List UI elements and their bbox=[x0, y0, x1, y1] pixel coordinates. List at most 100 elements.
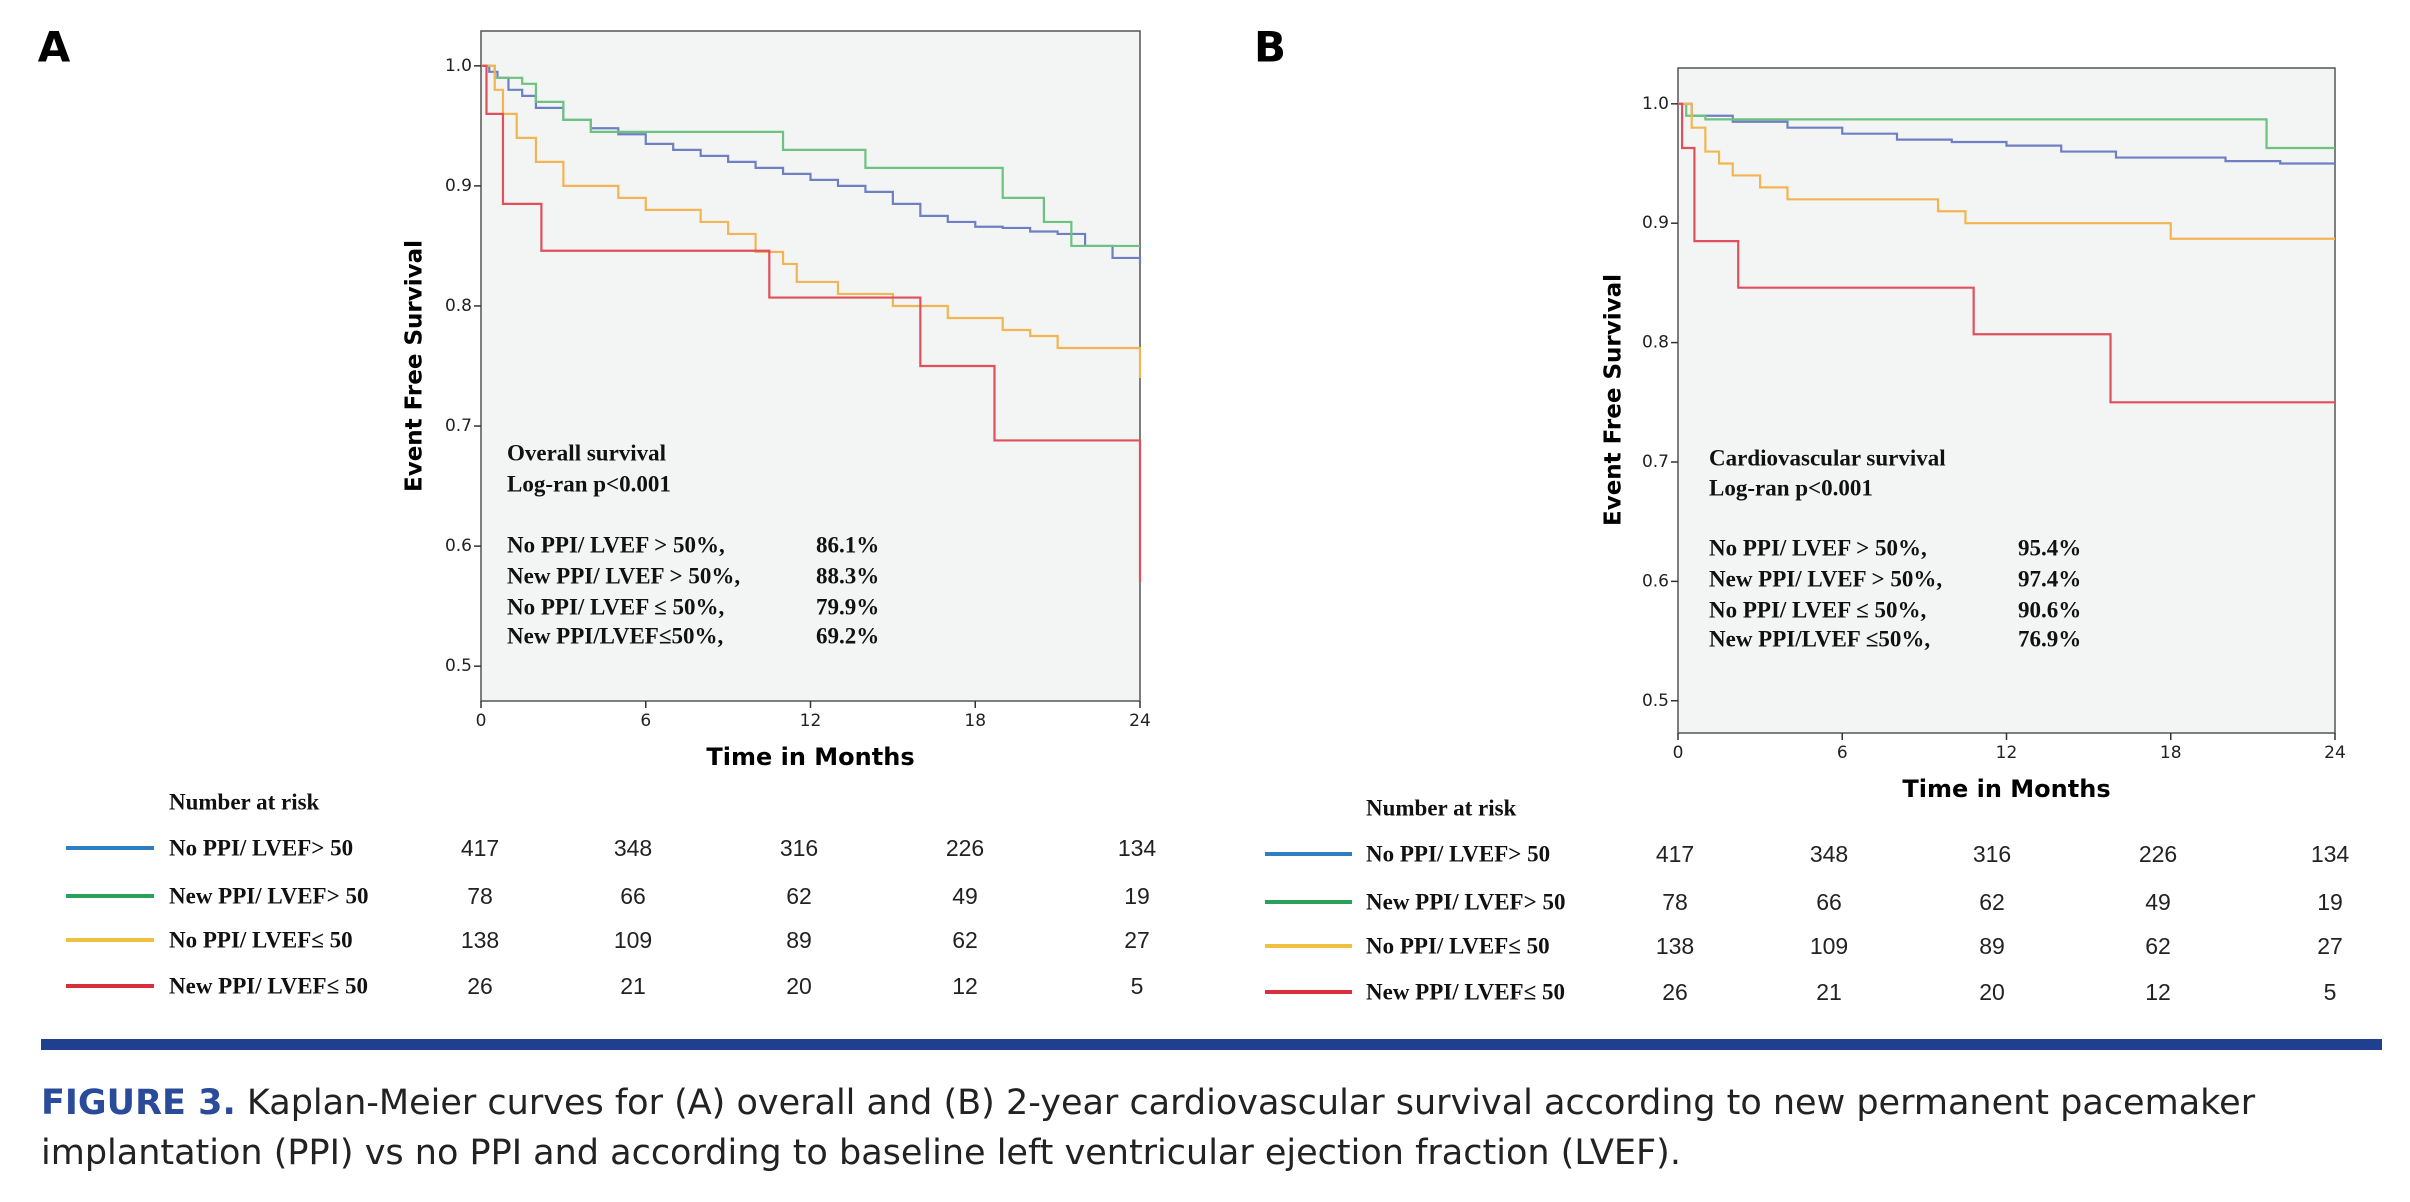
rate-value: 86.1% bbox=[816, 532, 879, 557]
survival-curve bbox=[481, 64, 1140, 248]
legend-label: New PPI/ LVEF> 50 bbox=[169, 883, 368, 908]
legend-label: No PPI/ LVEF> 50 bbox=[169, 835, 353, 860]
y-tick-label: 0.5 bbox=[445, 656, 472, 676]
y-axis-title: Event Free Survival bbox=[402, 240, 428, 492]
at-risk-count: 26 bbox=[467, 973, 493, 999]
panel-letter: A bbox=[38, 23, 71, 72]
survival-curve bbox=[481, 64, 1142, 583]
at-risk-count: 316 bbox=[1973, 841, 2011, 867]
legend-label: No PPI/ LVEF≤ 50 bbox=[1366, 933, 1550, 958]
legend-label: New PPI/ LVEF≤ 50 bbox=[169, 973, 368, 998]
at-risk-count: 62 bbox=[952, 927, 978, 953]
y-tick-label: 1.0 bbox=[1642, 94, 1669, 114]
y-axis-title: Event Free Survival bbox=[1601, 274, 1627, 526]
x-tick-label: 24 bbox=[2324, 743, 2346, 763]
x-axis-title: Time in Months bbox=[706, 743, 914, 771]
x-axis-title: Time in Months bbox=[1902, 775, 2110, 803]
at-risk-count: 20 bbox=[1979, 979, 2005, 1005]
rate-group: No PPI/ LVEF ≤ 50%, bbox=[507, 594, 724, 619]
rate-value: 95.4% bbox=[2018, 535, 2081, 560]
x-tick-label: 6 bbox=[640, 711, 651, 731]
rate-group: No PPI/ LVEF > 50%, bbox=[1709, 535, 1927, 560]
at-risk-count: 12 bbox=[952, 973, 978, 999]
at-risk-count: 20 bbox=[786, 973, 812, 999]
y-tick-label: 0.6 bbox=[1642, 571, 1669, 591]
at-risk-count: 134 bbox=[2311, 841, 2350, 867]
at-risk-count: 27 bbox=[2317, 933, 2343, 959]
panel-letter: B bbox=[1254, 23, 1286, 72]
y-tick-label: 0.8 bbox=[1642, 333, 1669, 353]
y-tick-label: 0.9 bbox=[1642, 213, 1669, 233]
at-risk-count: 5 bbox=[2324, 979, 2337, 1005]
rate-group: No PPI/ LVEF ≤ 50%, bbox=[1709, 597, 1926, 622]
annotation: Cardiovascular survival bbox=[1709, 445, 1946, 470]
y-tick-label: 0.5 bbox=[1642, 691, 1669, 711]
x-tick-label: 12 bbox=[800, 711, 822, 731]
survival-curve bbox=[1678, 102, 2335, 240]
annotation: Log-ran p<0.001 bbox=[1709, 475, 1873, 500]
rate-value: 79.9% bbox=[816, 594, 879, 619]
at-risk-count: 348 bbox=[1810, 841, 1848, 867]
caption: FIGURE 3. Kaplan-Meier curves for (A) ov… bbox=[41, 1078, 2381, 1178]
rate-group: New PPI/ LVEF > 50%, bbox=[507, 563, 740, 588]
y-tick-label: 1.0 bbox=[445, 56, 472, 76]
y-tick-label: 0.9 bbox=[445, 176, 472, 196]
at-risk-count: 66 bbox=[620, 883, 646, 909]
at-risk-count: 21 bbox=[620, 973, 646, 999]
x-tick-label: 12 bbox=[1996, 743, 2018, 763]
annotation: Overall survival bbox=[507, 440, 666, 465]
at-risk-count: 21 bbox=[1816, 979, 1842, 1005]
y-tick-label: 0.7 bbox=[445, 416, 472, 436]
risk-title: Number at risk bbox=[169, 789, 320, 814]
at-risk-count: 27 bbox=[1124, 927, 1150, 953]
at-risk-count: 138 bbox=[461, 927, 499, 953]
annotation: Log-ran p<0.001 bbox=[507, 471, 671, 496]
y-tick-label: 0.8 bbox=[445, 296, 472, 316]
rate-group: New PPI/LVEF≤50%, bbox=[507, 623, 723, 648]
x-tick-label: 0 bbox=[476, 711, 487, 731]
x-tick-label: 18 bbox=[964, 711, 986, 731]
at-risk-count: 49 bbox=[952, 883, 978, 909]
at-risk-count: 62 bbox=[2145, 933, 2171, 959]
at-risk-count: 316 bbox=[780, 835, 818, 861]
caption-text: Kaplan-Meier curves for (A) overall and … bbox=[41, 1083, 2256, 1173]
x-tick-label: 0 bbox=[1673, 743, 1684, 763]
survival-curve bbox=[481, 64, 1142, 379]
x-tick-label: 24 bbox=[1129, 711, 1151, 731]
at-risk-count: 5 bbox=[1131, 973, 1144, 999]
y-tick-label: 0.6 bbox=[445, 536, 472, 556]
at-risk-count: 19 bbox=[2317, 889, 2343, 915]
plot-area bbox=[480, 30, 1141, 702]
at-risk-count: 134 bbox=[1118, 835, 1157, 861]
risk-title: Number at risk bbox=[1366, 795, 1517, 820]
plot-area bbox=[1677, 67, 2336, 734]
at-risk-count: 348 bbox=[614, 835, 652, 861]
at-risk-count: 78 bbox=[467, 883, 493, 909]
at-risk-count: 66 bbox=[1816, 889, 1842, 915]
at-risk-count: 19 bbox=[1124, 883, 1150, 909]
legend-label: New PPI/ LVEF> 50 bbox=[1366, 889, 1565, 914]
rate-group: New PPI/LVEF ≤50%, bbox=[1709, 626, 1930, 651]
legend-label: No PPI/ LVEF≤ 50 bbox=[169, 927, 353, 952]
rate-value: 88.3% bbox=[816, 563, 879, 588]
y-tick-label: 0.7 bbox=[1642, 452, 1669, 472]
at-risk-count: 109 bbox=[1810, 933, 1848, 959]
at-risk-count: 49 bbox=[2145, 889, 2171, 915]
at-risk-count: 78 bbox=[1662, 889, 1688, 915]
survival-curve bbox=[1678, 102, 2335, 165]
rate-group: New PPI/ LVEF > 50%, bbox=[1709, 566, 1942, 591]
at-risk-count: 26 bbox=[1662, 979, 1688, 1005]
legend-label: New PPI/ LVEF≤ 50 bbox=[1366, 979, 1565, 1004]
at-risk-count: 109 bbox=[614, 927, 652, 953]
survival-curve bbox=[1678, 102, 2335, 404]
survival-curve bbox=[1678, 102, 2335, 150]
at-risk-count: 138 bbox=[1656, 933, 1694, 959]
figure: A 1.0 0.9 0.8 0.7 0.6 0.5 0 6 12 18 24 Event Free Su… bbox=[38, 23, 2382, 1050]
separator-bar bbox=[41, 1039, 2382, 1050]
at-risk-count: 226 bbox=[2139, 841, 2177, 867]
at-risk-count: 89 bbox=[786, 927, 812, 953]
legend-label: No PPI/ LVEF> 50 bbox=[1366, 841, 1550, 866]
at-risk-count: 89 bbox=[1979, 933, 2005, 959]
at-risk-count: 62 bbox=[786, 883, 812, 909]
